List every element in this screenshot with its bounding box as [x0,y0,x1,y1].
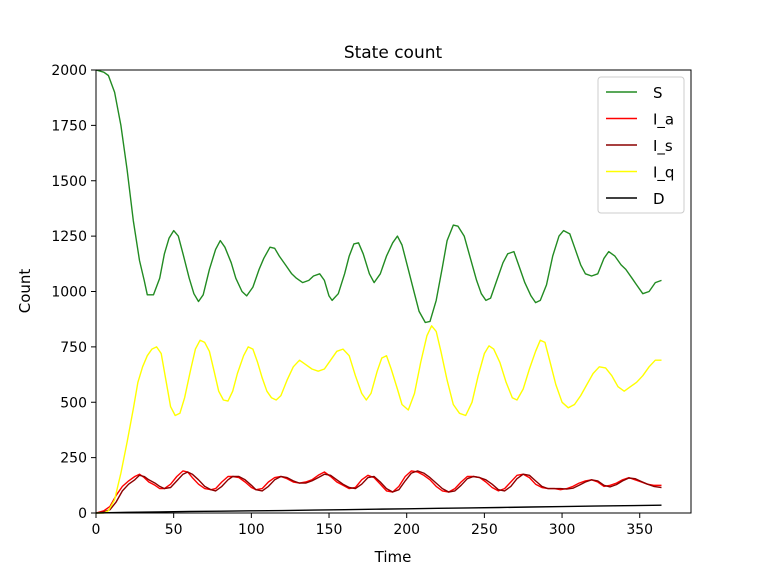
x-tick-label: 200 [393,522,420,538]
series-line-d [95,504,662,514]
y-tick-label: 1000 [51,285,87,301]
chart-title: State count [344,43,443,63]
x-axis-label: Time [374,548,412,566]
y-tick-label: 0 [78,506,87,522]
legend: S I_a I_s I_q D [597,76,685,214]
series-line-i-s [95,470,662,514]
y-tick-label: 750 [60,340,87,356]
legend-box [597,76,685,214]
legend-label: I_a [653,111,674,130]
legend-label: D [653,190,665,208]
y-tick-label: 1250 [51,229,87,245]
legend-label: I_q [653,164,674,183]
legend-label: S [653,84,663,102]
series-layer [95,69,662,514]
y-axis-label: Count [16,269,34,314]
y-tick-label: 2000 [51,63,87,79]
y-tick-label: 500 [60,395,87,411]
y-axis: 0 250 500 750 1000 1250 1500 1750 2000 [51,63,96,522]
x-tick-label: 0 [92,522,101,538]
x-tick-label: 50 [165,522,183,538]
x-tick-label: 250 [471,522,498,538]
x-tick-label: 150 [316,522,343,538]
x-tick-label: 300 [549,522,576,538]
series-line-s [95,69,662,324]
y-tick-label: 250 [60,451,87,467]
x-tick-label: 350 [626,522,653,538]
y-tick-label: 1500 [51,174,87,190]
legend-label: I_s [653,137,673,156]
x-tick-label: 100 [238,522,265,538]
x-axis: 0 50 100 150 200 250 300 350 [92,513,653,538]
series-line-i-q [96,325,662,514]
y-tick-label: 1750 [51,118,87,134]
